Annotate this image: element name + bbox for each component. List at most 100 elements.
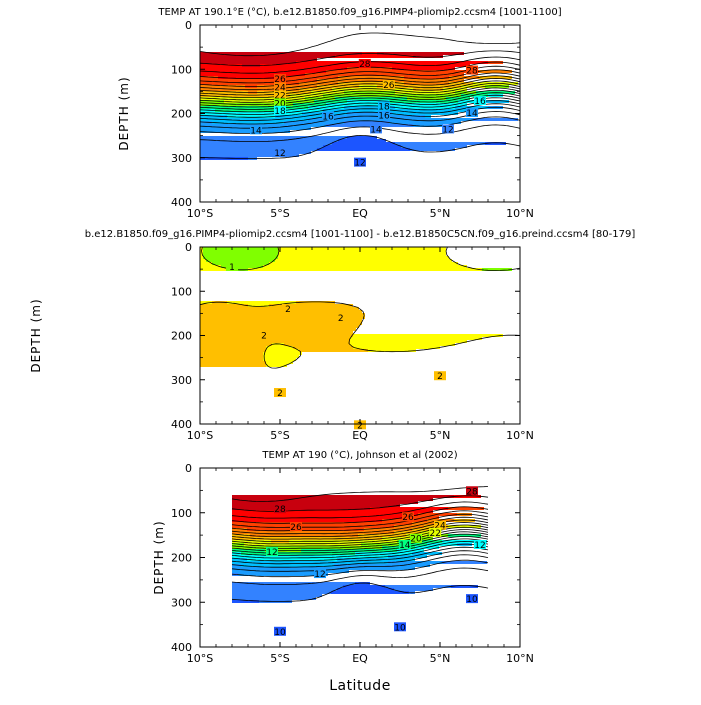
fill-cell <box>200 262 212 265</box>
x-tick-label: 10°N <box>506 652 534 665</box>
y-tick-label: 400 <box>171 418 192 431</box>
fill-cell <box>200 343 272 346</box>
contour-line-28 <box>199 50 521 66</box>
x-tick-label: 10°S <box>187 429 213 442</box>
contour-label: 12 <box>474 541 485 551</box>
fill-cell <box>335 55 413 58</box>
fill-cell <box>488 61 503 64</box>
contour-label: 1 <box>229 263 235 273</box>
contour-label-bg <box>266 547 278 557</box>
fill-cell <box>200 112 302 115</box>
fill-cell <box>299 349 368 352</box>
fill-cell <box>232 594 322 597</box>
fill-cell <box>344 106 395 109</box>
fill-cell <box>394 525 424 528</box>
fill-cell <box>331 591 409 594</box>
fill-cell <box>305 73 464 76</box>
x-tick-label: 5°N <box>430 207 451 220</box>
fill-cell <box>232 531 394 534</box>
fill-cell <box>338 139 386 142</box>
fill-cell <box>200 265 221 268</box>
fill-cell <box>394 588 433 591</box>
contour-line-27 <box>199 56 521 74</box>
fill-cell <box>221 265 263 268</box>
contour-label-bg <box>250 125 262 135</box>
contour-label-bg <box>274 504 286 514</box>
fill-cell <box>344 121 389 124</box>
fill-cell <box>200 322 362 325</box>
contour-label-bg <box>410 533 422 543</box>
fill-cell <box>232 564 241 567</box>
contour-label-bg <box>474 539 486 549</box>
fill-cell <box>350 343 455 346</box>
y-tick-label: 200 <box>171 108 192 121</box>
fill-cell <box>200 340 350 343</box>
contour-line-7 <box>199 124 521 142</box>
fill-cell <box>281 76 338 79</box>
fill-cell <box>227 301 296 304</box>
fill-cell <box>200 73 305 76</box>
fill-cell <box>485 85 509 88</box>
x-tick-label: 10°S <box>187 207 213 220</box>
fill-cell <box>455 106 488 109</box>
fill-cell <box>212 262 269 265</box>
fill-cell <box>392 112 458 115</box>
contour-label: 20 <box>410 535 422 545</box>
fill-cell <box>326 70 479 73</box>
fill-cell <box>232 555 388 558</box>
contour-label: 2 <box>277 389 283 399</box>
contour-label-bg <box>378 101 390 111</box>
contour-label: 12 <box>274 149 285 159</box>
fill-cell <box>266 349 299 352</box>
fill-cell <box>284 343 350 346</box>
fill-cell <box>269 304 353 307</box>
contour-label-bg <box>429 527 442 537</box>
fill-cell <box>413 55 443 58</box>
contour-line-13 <box>231 541 489 559</box>
fill-cell <box>200 91 248 94</box>
contour-label: 26 <box>402 513 414 523</box>
contour-label: 20 <box>274 99 286 109</box>
contour-label: 16 <box>322 113 334 123</box>
contour-label: 12 <box>314 570 325 580</box>
fill-cell <box>203 250 278 253</box>
fill-cell <box>335 97 407 100</box>
fill-cell <box>200 61 296 64</box>
fill-cell <box>218 76 281 79</box>
chart-title: b.e12.B1850.f09_g16.PIMP4-pliomip2.ccsm4… <box>85 229 636 240</box>
chart-title: TEMP AT 190 (°C), Johnson et al (2002) <box>261 450 457 461</box>
contour-label: 2 <box>338 314 344 324</box>
contour-label: 24 <box>274 83 286 93</box>
fill-cell <box>200 130 290 133</box>
fill-cell <box>397 549 424 552</box>
fill-cell <box>323 145 401 148</box>
fill-cell <box>338 76 404 79</box>
fill-cell <box>266 346 293 349</box>
fill-cell <box>244 543 361 546</box>
contour-line-21 <box>231 522 489 540</box>
fill-cell <box>413 88 443 91</box>
x-axis-label: Latitude <box>329 678 391 694</box>
contour-label-bg <box>274 626 286 636</box>
fill-cell <box>200 349 266 352</box>
fill-cell <box>250 534 358 537</box>
fill-cell <box>382 537 415 540</box>
fill-cell <box>206 259 275 262</box>
fill-cell <box>388 561 442 564</box>
fill-cell <box>232 540 271 543</box>
fill-cell <box>232 585 343 588</box>
contour-label: 28 <box>274 505 286 515</box>
fill-cell <box>200 268 236 271</box>
fill-cell <box>350 337 482 340</box>
contour-label: 2 <box>357 421 363 431</box>
fill-cell <box>200 253 203 256</box>
contour-line-18 <box>199 85 521 103</box>
contour-fill <box>232 495 487 603</box>
y-axis-label: DEPTH (m) <box>29 298 43 372</box>
contour-line-13 <box>199 97 521 115</box>
contour-label: 26 <box>383 81 395 91</box>
contour-line-22 <box>199 75 521 93</box>
fill-cell <box>200 85 245 88</box>
fill-cell <box>334 564 430 567</box>
